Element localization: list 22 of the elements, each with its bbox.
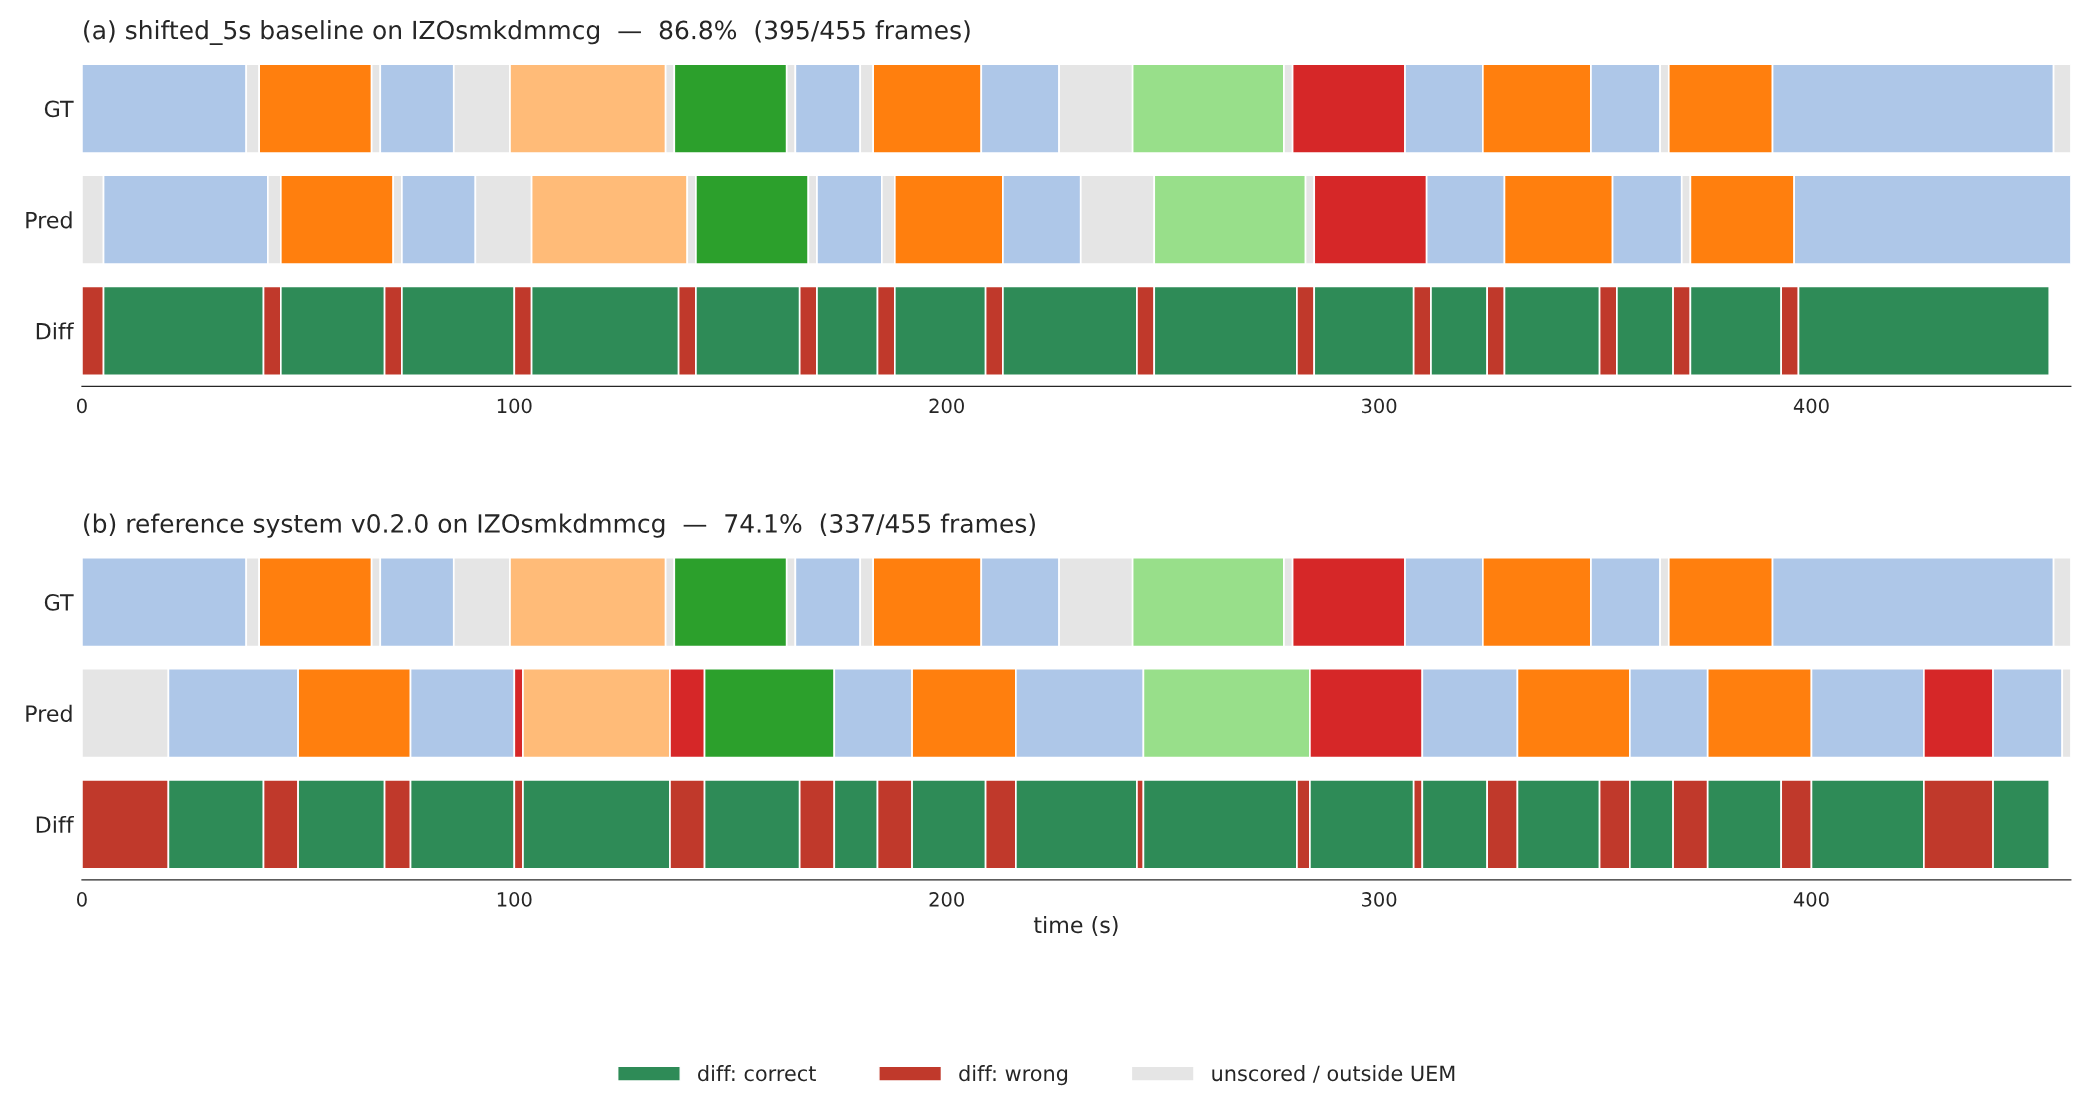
- y-tick-label: GT: [44, 100, 74, 118]
- x-tick-label: 0: [77, 892, 87, 907]
- x-tick-label: 300: [1362, 892, 1397, 907]
- y-tick-label: Pred: [26, 211, 72, 229]
- x-axis-title: time (s): [1033, 916, 1118, 936]
- chart-title: (b) reference system v0.2.0 on IZOsmkdmmcg — 74.1% (337/455 frames): [84, 513, 1035, 538]
- x-tick-label: 400: [1793, 398, 1829, 414]
- legend-label: unscored / outside UEM: [1212, 1065, 1455, 1083]
- legend-label: diff: wrong: [959, 1065, 1068, 1086]
- x-tick-label: 100: [497, 398, 532, 414]
- x-tick-label: 300: [1362, 398, 1397, 414]
- x-tick-label: 0: [77, 398, 87, 414]
- y-tick-label: Pred: [26, 704, 72, 722]
- legend-label: diff: correct: [698, 1065, 816, 1082]
- x-tick-label: 400: [1793, 892, 1829, 907]
- chart-title: (a) shifted_5s baseline on IZOsmkdmmcg — 86.8% (395/455 frames): [84, 20, 970, 45]
- x-tick-label: 100: [497, 892, 532, 907]
- y-tick-label: GT: [44, 594, 74, 611]
- y-tick-label: Diff: [36, 322, 75, 340]
- x-tick-label: 200: [929, 892, 964, 907]
- y-tick-label: Diff: [36, 815, 75, 833]
- x-tick-label: 200: [929, 398, 964, 414]
